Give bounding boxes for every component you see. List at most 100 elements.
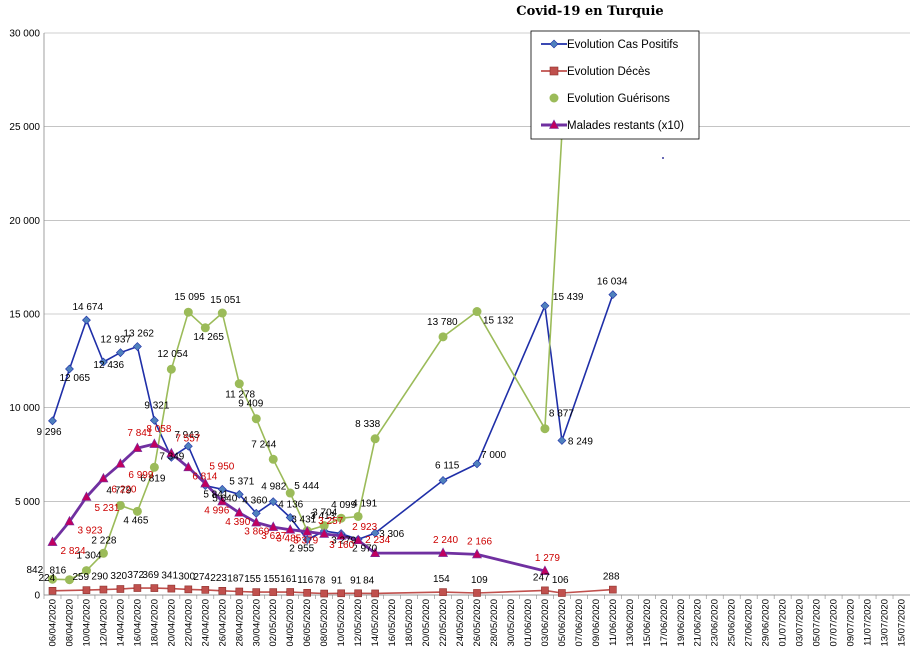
data-label: 842	[26, 565, 43, 576]
data-label: 12 436	[93, 360, 124, 371]
y-tick-label: 5 000	[15, 497, 40, 508]
data-label: 6 999	[128, 470, 153, 481]
data-label: 91	[331, 575, 343, 586]
data-label: 6 814	[192, 471, 217, 482]
circle-marker	[336, 513, 346, 523]
data-label: 14 265	[193, 332, 224, 343]
diamond-marker	[540, 301, 550, 311]
data-label: 4 136	[278, 500, 303, 511]
data-label: 4 191	[352, 498, 377, 509]
x-tick-label: 12/05/2020	[353, 599, 364, 647]
x-tick-label: 05/07/2020	[812, 599, 823, 647]
diamond-marker	[268, 497, 278, 507]
stray-dot	[662, 157, 664, 159]
data-label: 109	[471, 575, 488, 586]
data-label: 3 160	[329, 540, 354, 551]
data-label: 15 095	[174, 292, 205, 303]
data-label: 91	[350, 575, 362, 586]
x-tick-label: 26/04/2020	[217, 599, 228, 647]
x-tick-label: 26/05/2020	[472, 599, 483, 647]
data-label: 12 054	[157, 349, 188, 360]
data-label: 2 923	[352, 522, 377, 533]
x-tick-label: 29/06/2020	[761, 599, 772, 647]
diamond-marker	[99, 357, 108, 367]
circle-marker	[251, 414, 261, 424]
data-label: 84	[363, 575, 375, 586]
data-label: 1 279	[535, 553, 560, 564]
y-tick-label: 15 000	[9, 310, 40, 321]
chart-title: Covid-19 en Turquie	[516, 4, 663, 19]
data-label: 372	[127, 570, 144, 581]
circle-marker	[540, 424, 550, 434]
series-2	[47, 129, 567, 585]
data-label: 2 970	[352, 543, 377, 554]
data-label: 12 065	[59, 373, 90, 384]
data-label: 7 000	[481, 450, 506, 461]
x-tick-label: 17/06/2020	[659, 599, 670, 647]
x-tick-label: 07/06/2020	[574, 599, 585, 647]
data-label: 187	[227, 573, 244, 584]
triangle-marker	[200, 477, 211, 488]
data-label: 15 439	[553, 292, 584, 303]
triangle-marker	[81, 491, 92, 501]
square-marker	[116, 585, 125, 593]
data-label: 2 955	[289, 544, 314, 555]
data-label: 5 950	[209, 462, 234, 473]
data-label: 9 321	[144, 400, 169, 411]
data-label: 3 306	[379, 529, 404, 540]
circle-marker	[98, 548, 108, 558]
diamond-marker	[149, 415, 159, 425]
legend-box	[530, 30, 700, 140]
x-tick-label: 23/06/2020	[710, 599, 721, 647]
data-label: 7 557	[175, 433, 200, 444]
triangle-marker	[132, 442, 143, 452]
data-label: 15 051	[210, 295, 241, 306]
data-label: 1 304	[76, 551, 101, 562]
y-tick-label: 20 000	[9, 216, 40, 227]
triangle-marker	[64, 515, 75, 526]
x-tick-label: 15/07/2020	[897, 599, 908, 647]
circle-marker	[132, 506, 142, 516]
x-tick-label: 14/05/2020	[370, 599, 381, 647]
y-tick-label: 10 000	[9, 403, 40, 414]
circle-marker	[217, 308, 227, 318]
diamond-marker	[370, 528, 380, 538]
triangle-marker	[251, 516, 262, 527]
x-tick-label: 25/06/2020	[727, 599, 738, 647]
data-label: 3 379	[293, 536, 318, 547]
data-label: 7 943	[174, 430, 199, 441]
x-tick-label: 24/05/2020	[455, 599, 466, 647]
x-tick-label: 30/04/2020	[251, 599, 262, 647]
legend-item-cas-positifs: Evolution Cas Positifs	[541, 39, 678, 51]
x-tick-label: 18/05/2020	[404, 599, 415, 647]
circle-marker	[285, 488, 295, 498]
data-label: 5 841	[203, 490, 228, 501]
data-label: 3 923	[77, 526, 102, 537]
data-label: 300	[178, 571, 195, 582]
data-label: 224	[38, 573, 55, 584]
x-tick-label: 08/04/2020	[64, 599, 75, 647]
square-marker	[201, 586, 210, 594]
triangle-marker	[285, 524, 296, 534]
circle-marker	[183, 307, 193, 317]
x-tick-label: 02/05/2020	[268, 599, 279, 647]
data-label: 8 338	[355, 419, 380, 430]
circle-marker	[234, 379, 244, 389]
square-marker	[303, 589, 311, 597]
x-tick-label: 09/07/2020	[846, 599, 857, 647]
x-tick-label: 06/04/2020	[47, 599, 58, 647]
data-label: 4 099	[331, 500, 356, 511]
circle-marker	[64, 575, 74, 585]
data-label: 16 034	[597, 277, 628, 288]
data-label: 13 780	[427, 317, 458, 328]
triangle-marker	[166, 447, 177, 458]
triangle-marker	[115, 458, 126, 468]
legend-item-malades-restants: Malades restants (x10)	[541, 119, 684, 132]
square-marker	[133, 584, 142, 592]
data-label: 155	[244, 574, 261, 585]
diamond-marker	[557, 436, 567, 445]
data-label: 9 409	[238, 399, 263, 410]
y-tick-label: 25 000	[9, 122, 40, 133]
triangle-marker	[370, 547, 381, 557]
triangle-marker	[217, 495, 228, 506]
